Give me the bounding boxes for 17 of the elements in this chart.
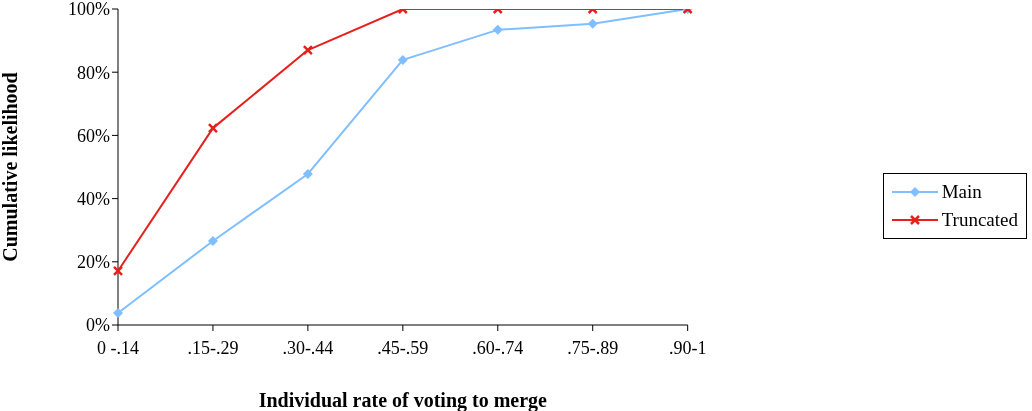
x-tick-label: 0 -.14 bbox=[97, 337, 139, 358]
x-tick-label: .75-.89 bbox=[567, 337, 619, 358]
legend-label: Truncated bbox=[941, 208, 1018, 231]
y-tick-label: 100% bbox=[68, 0, 110, 20]
y-tick-label: 20% bbox=[77, 252, 110, 273]
legend-label: Main bbox=[941, 180, 982, 203]
x-axis-title: Individual rate of voting to merge bbox=[258, 389, 548, 411]
y-axis-title: Cumulative likelihood bbox=[0, 72, 22, 262]
y-tick-label: 40% bbox=[77, 188, 110, 209]
y-tick-label: 60% bbox=[77, 125, 110, 146]
x-tick-label: .90-1 bbox=[668, 337, 707, 358]
y-tick-label: 80% bbox=[77, 62, 110, 83]
y-tick-label: 0% bbox=[86, 315, 110, 336]
x-tick-label: .15-.29 bbox=[187, 337, 239, 358]
x-tick-label: .45-.59 bbox=[377, 337, 429, 358]
x-tick-label: .60-.74 bbox=[472, 337, 524, 358]
x-tick-label: .30-.44 bbox=[282, 337, 334, 358]
